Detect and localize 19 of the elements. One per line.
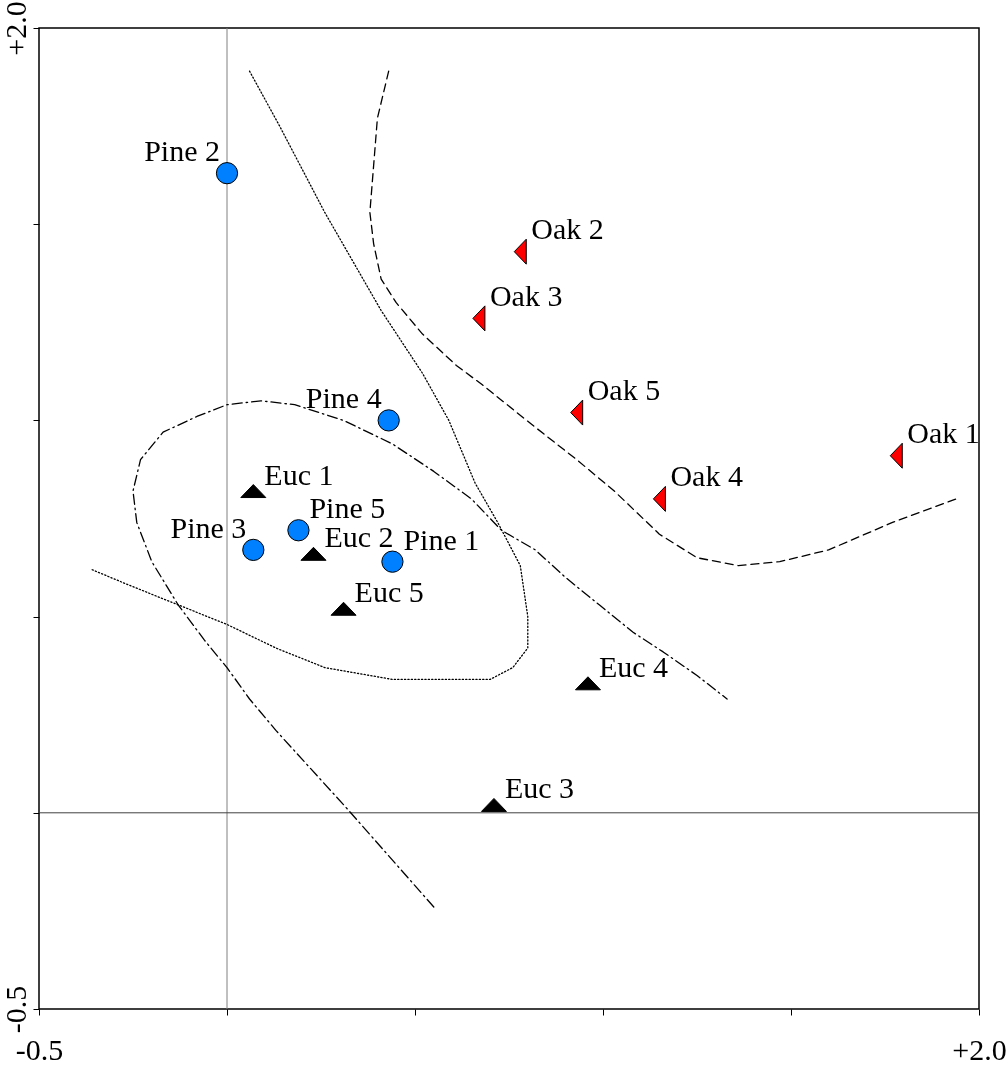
annotation: Pine 2 [144,134,221,168]
point [242,538,265,561]
annotation: Pine 1 [403,522,480,556]
point [377,409,400,432]
point [215,162,239,185]
annotation: Pine 4 [305,381,382,415]
annotation: Oak 2 [531,212,604,246]
annotation: Euc 4 [598,649,669,683]
annotation: Oak 3 [489,278,563,312]
annotation: Pine 3 [170,510,247,544]
annotation: Euc 1 [264,457,334,491]
point [381,550,404,573]
point [287,519,310,542]
annotation: Oak 1 [907,416,980,450]
annotation: Oak 4 [670,459,743,493]
annotation: Euc 5 [354,575,424,609]
line-series [369,70,958,567]
annotation: Oak 5 [587,373,661,407]
annotation: Euc 3 [504,771,575,805]
